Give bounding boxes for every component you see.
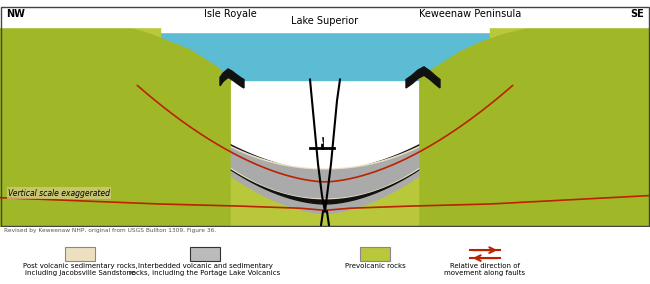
Bar [360, 247, 390, 261]
Text: Post volcanic sedimentary rocks,
including Jacobsville Sandstone: Post volcanic sedimentary rocks, includi… [23, 263, 137, 276]
Polygon shape [420, 6, 650, 227]
Bar [65, 247, 95, 261]
Polygon shape [0, 6, 650, 227]
Text: NW: NW [6, 9, 25, 19]
Polygon shape [0, 6, 650, 27]
Text: Keweenaw Peninsula: Keweenaw Peninsula [419, 9, 521, 19]
Polygon shape [406, 67, 440, 88]
Text: SE: SE [630, 9, 644, 19]
Text: Lake Superior: Lake Superior [291, 16, 359, 26]
Text: Relative direction of
movement along faults: Relative direction of movement along fau… [445, 263, 526, 276]
Polygon shape [220, 69, 244, 88]
Polygon shape [0, 6, 650, 80]
Text: Revised by Keweenaw NHP, original from USGS Bullton 1309, Figure 36.: Revised by Keweenaw NHP, original from U… [4, 228, 216, 233]
Polygon shape [137, 85, 513, 214]
Text: Prevolcanic rocks: Prevolcanic rocks [344, 263, 406, 269]
Polygon shape [160, 100, 490, 199]
Text: Isle Royale: Isle Royale [203, 9, 256, 19]
Polygon shape [173, 110, 477, 198]
Polygon shape [147, 88, 503, 204]
Polygon shape [130, 94, 520, 227]
Text: Interbedded volcanic and sedimentary
rocks, including the Portage Lake Volcanics: Interbedded volcanic and sedimentary roc… [129, 263, 281, 276]
Polygon shape [0, 6, 650, 32]
Polygon shape [420, 6, 650, 227]
Polygon shape [490, 6, 650, 227]
Polygon shape [0, 6, 230, 227]
Polygon shape [0, 6, 160, 227]
Polygon shape [0, 6, 230, 227]
Text: Vertical scale exaggerated: Vertical scale exaggerated [8, 189, 110, 198]
Bar [190, 247, 220, 261]
